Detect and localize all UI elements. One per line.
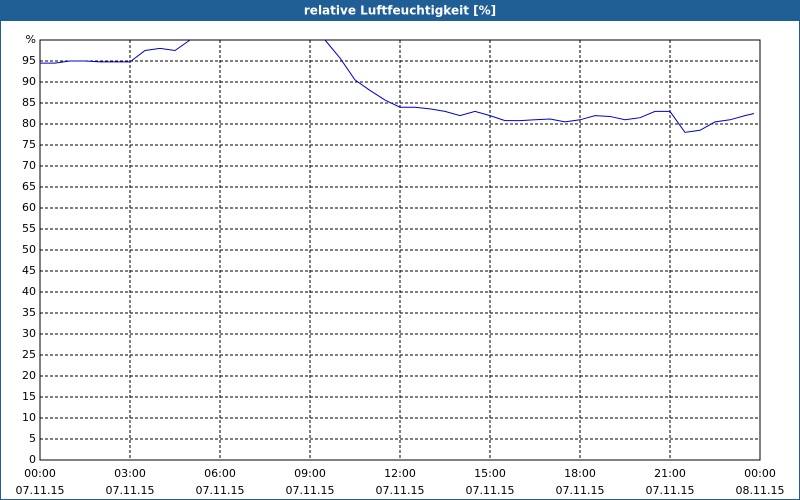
- y-tick-label: 0: [29, 453, 36, 466]
- x-tick-label: 08.11.15: [736, 484, 785, 497]
- x-tick-label: 21:00: [654, 467, 686, 480]
- y-tick-label: 40: [22, 285, 36, 298]
- y-tick-label: 20: [22, 369, 36, 382]
- x-tick-label: 18:00: [564, 467, 596, 480]
- x-tick-label: 07.11.15: [16, 484, 65, 497]
- x-tick-label: 07.11.15: [376, 484, 425, 497]
- y-tick-label: %: [26, 33, 36, 46]
- x-tick-label: 00:00: [24, 467, 56, 480]
- y-tick-label: 30: [22, 327, 36, 340]
- x-tick-label: 03:00: [114, 467, 146, 480]
- x-tick-label: 06:00: [204, 467, 236, 480]
- x-tick-label: 07.11.15: [646, 484, 695, 497]
- x-tick-label: 15:00: [474, 467, 506, 480]
- y-tick-label: 75: [22, 138, 36, 151]
- line-series: [40, 39, 755, 133]
- y-tick-label: 85: [22, 96, 36, 109]
- y-tick-label: 5: [29, 432, 36, 445]
- plot-border: [39, 39, 761, 461]
- y-tick-label: 95: [22, 54, 36, 67]
- x-tick-label: 07.11.15: [466, 484, 515, 497]
- x-tick-label: 00:00: [744, 467, 776, 480]
- x-tick-label: 09:00: [294, 467, 326, 480]
- y-tick-label: 60: [22, 201, 36, 214]
- y-tick-label: 70: [22, 159, 36, 172]
- x-tick-label: 07.11.15: [106, 484, 155, 497]
- y-tick-label: 50: [22, 243, 36, 256]
- y-tick-label: 25: [22, 348, 36, 361]
- x-tick-label: 07.11.15: [286, 484, 335, 497]
- title-bar: [0, 0, 800, 21]
- y-tick-label: 15: [22, 390, 36, 403]
- y-tick-label: 80: [22, 117, 36, 130]
- x-tick-label: 07.11.15: [196, 484, 245, 497]
- y-tick-label: 65: [22, 180, 36, 193]
- y-tick-label: 45: [22, 264, 36, 277]
- y-tick-label: 55: [22, 222, 36, 235]
- x-tick-label: 12:00: [384, 467, 416, 480]
- chart-title: relative Luftfeuchtigkeit [%]: [304, 4, 496, 18]
- y-tick-label: 90: [22, 75, 36, 88]
- y-tick-label: 10: [22, 411, 36, 424]
- y-tick-label: 35: [22, 306, 36, 319]
- x-tick-label: 07.11.15: [556, 484, 605, 497]
